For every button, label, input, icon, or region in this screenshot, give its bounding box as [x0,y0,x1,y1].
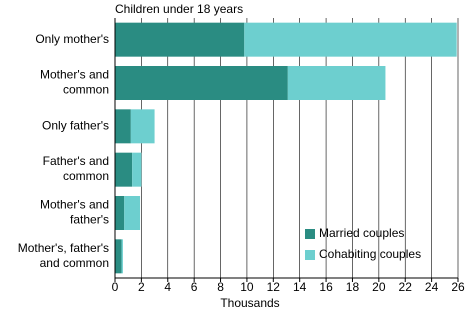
x-tick-label: 22 [399,280,413,294]
bar [132,152,142,187]
bar [130,109,155,144]
x-tick-label: 2 [138,280,145,294]
bar [115,66,288,100]
x-tick-label: 14 [293,280,307,294]
bar [115,109,131,144]
x-tick-label: 6 [191,280,198,294]
x-tick-label: 10 [240,280,254,294]
x-tick-label: 8 [217,280,224,294]
bar [115,196,125,230]
bar [121,239,123,274]
y-tick-label: Mother's and common [40,68,109,97]
y-tick-label: Mother's and father's [40,198,109,227]
bar [287,66,386,100]
bar [244,22,457,57]
legend-label: Married couples [319,226,404,240]
y-tick-label: Father's and common [43,154,109,183]
bar [115,152,133,187]
legend-swatch [305,250,315,260]
x-tick-label: 20 [372,280,386,294]
x-tick-label: 24 [425,280,439,294]
y-tick-label: Mother's, father's and common [18,241,109,270]
legend-label: Cohabiting couples [319,247,421,261]
legend-swatch [305,229,315,239]
x-axis-label: Thousands [220,296,279,310]
y-tick-label: Only mother's [35,32,109,46]
y-tick-label: Only father's [42,119,109,133]
chart-title: Children under 18 years [115,2,243,16]
x-tick-label: 4 [164,280,171,294]
bar [115,22,245,57]
x-tick-label: 18 [346,280,360,294]
x-tick-label: 16 [319,280,333,294]
x-tick-label: 26 [451,280,465,294]
x-tick-label: 0 [112,280,119,294]
bar [115,239,122,274]
x-tick-label: 12 [267,280,281,294]
bar [124,196,141,230]
